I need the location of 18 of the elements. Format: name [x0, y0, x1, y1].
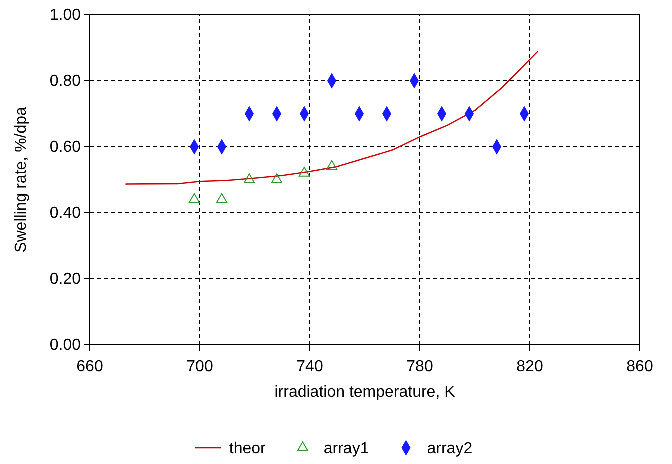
x-tick-label: 740: [296, 358, 324, 376]
y-tick-label: 0.00: [50, 337, 82, 354]
y-axis-title: Swelling rate, %/dpa: [13, 106, 30, 253]
x-tick-label: 660: [76, 358, 104, 376]
legend-label: array1: [324, 440, 370, 458]
x-tick-label: 700: [186, 358, 214, 376]
y-tick-label: 0.60: [50, 139, 82, 156]
x-tick-label: 820: [516, 358, 544, 376]
line-series: [125, 50, 539, 185]
x-tick-label: 860: [626, 358, 654, 376]
y-tick-label: 0.20: [50, 271, 82, 288]
legend-label: array2: [427, 440, 473, 458]
y-tick-label: 0.40: [50, 205, 82, 222]
legend-label: theor: [229, 440, 267, 458]
y-tick-label: 1.00: [50, 7, 82, 24]
x-tick-label: 780: [406, 358, 434, 376]
x-axis-title: irradiation temperature, K: [274, 384, 456, 401]
y-tick-label: 0.80: [50, 73, 82, 90]
